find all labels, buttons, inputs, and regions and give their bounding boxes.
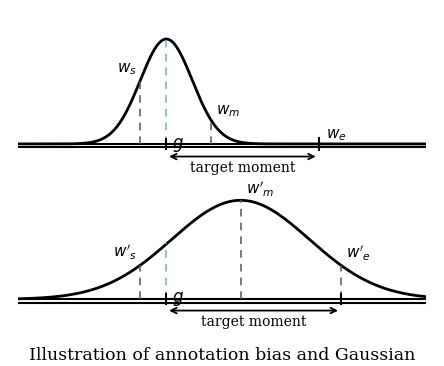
Text: $g$: $g$ — [172, 290, 184, 308]
Text: target moment: target moment — [201, 315, 306, 329]
Text: $w_e$: $w_e$ — [326, 127, 346, 143]
Text: $w'_s$: $w'_s$ — [112, 243, 137, 262]
Text: target moment: target moment — [190, 161, 295, 175]
Text: Illustration of annotation bias and Gaussian: Illustration of annotation bias and Gaus… — [29, 347, 415, 364]
Text: $g$: $g$ — [172, 136, 184, 154]
Text: $w_m$: $w_m$ — [216, 103, 241, 119]
Text: $w'_e$: $w'_e$ — [346, 244, 371, 263]
Text: $w'_m$: $w'_m$ — [246, 180, 274, 199]
Text: $w_s$: $w_s$ — [117, 61, 137, 77]
